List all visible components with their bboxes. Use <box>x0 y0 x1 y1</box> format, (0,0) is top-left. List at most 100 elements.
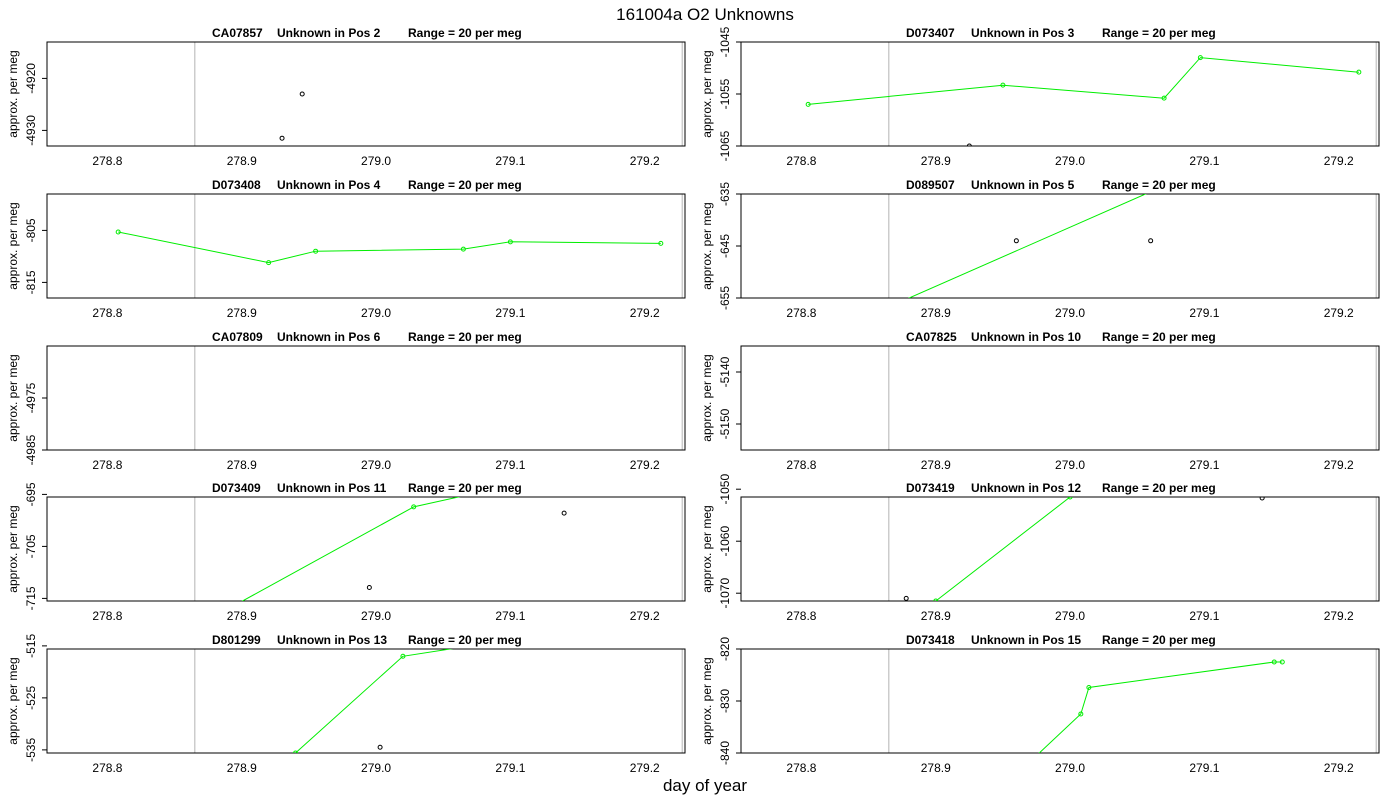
panel-sample-id: D089507 <box>906 178 955 192</box>
panel-unknown-label: Unknown in Pos 3 <box>971 26 1075 40</box>
x-tick-label: 279.2 <box>1324 306 1354 320</box>
x-tick-label: 278.9 <box>227 761 257 775</box>
y-axis-label: approx. per meg <box>700 657 714 744</box>
panel-unknown-label: Unknown in Pos 6 <box>277 330 381 344</box>
panel-unknown-label: Unknown in Pos 11 <box>277 481 387 495</box>
x-tick-label: 278.8 <box>92 609 122 623</box>
panel-range-text: Range = 20 per meg <box>408 330 522 344</box>
panel-range-text: Range = 20 per meg <box>408 26 522 40</box>
x-tick-label: 278.8 <box>786 458 816 472</box>
series-line <box>935 497 1071 601</box>
panel-range-text: Range = 20 per meg <box>408 178 522 192</box>
x-tick-label: 279.2 <box>630 154 660 168</box>
green-point <box>1000 82 1006 88</box>
y-axis-label: approx. per meg <box>6 50 20 137</box>
series-line <box>907 194 1147 298</box>
panel-6: CA07825 Unknown in Pos 10 Range = 20 per m… <box>700 330 1380 472</box>
y-axis-label: approx. per meg <box>6 657 20 744</box>
x-tick-label: 279.0 <box>361 458 391 472</box>
y-tick-label: -5150 <box>718 408 732 439</box>
green-point <box>889 304 893 308</box>
y-axis-label: approx. per meg <box>6 202 20 289</box>
green-point <box>1078 711 1084 717</box>
green-point <box>1356 69 1362 75</box>
panel-data <box>279 91 305 141</box>
x-tick-label: 279.2 <box>1324 609 1354 623</box>
panel-10: D073418 Unknown in Pos 15 Range = 20 per m… <box>700 633 1380 775</box>
panel-frame <box>740 648 1380 754</box>
x-tick-label: 279.1 <box>1189 154 1219 168</box>
panel-frame <box>740 496 1380 602</box>
y-tick-label: -525 <box>24 686 38 710</box>
panel-range-text: Range = 20 per meg <box>1102 330 1216 344</box>
panel-frame <box>740 345 1380 451</box>
x-tick-label: 278.9 <box>227 458 257 472</box>
panel-2: D073407 Unknown in Pos 3 Range = 20 per me… <box>700 26 1380 168</box>
x-tick-label: 279.0 <box>361 306 391 320</box>
x-tick-label: 279.1 <box>495 154 525 168</box>
black-point <box>366 584 372 590</box>
panel-sample-id: D073418 <box>906 633 955 647</box>
x-tick-label: 279.0 <box>1055 306 1085 320</box>
y-tick-label: -655 <box>718 286 732 310</box>
panel-data <box>903 497 1265 601</box>
panel-sample-id: CA07857 <box>212 26 263 40</box>
series-line <box>118 231 661 264</box>
panel-range-text: Range = 20 per meg <box>1102 633 1216 647</box>
x-tick-label: 278.8 <box>786 306 816 320</box>
green-point <box>933 598 939 601</box>
y-tick-label: -515 <box>24 634 38 658</box>
green-point <box>460 246 466 252</box>
x-tick-label: 278.9 <box>921 154 951 168</box>
panel-1: CA07857 Unknown in Pos 2 Range = 20 per me… <box>6 26 686 168</box>
green-point <box>411 504 417 510</box>
y-tick-label: -645 <box>718 234 732 258</box>
panel-unknown-label: Unknown in Pos 15 <box>971 633 1081 647</box>
x-tick-label: 278.8 <box>786 154 816 168</box>
green-point <box>313 248 319 254</box>
y-tick-label: -535 <box>24 738 38 762</box>
x-tick-label: 278.8 <box>786 609 816 623</box>
x-tick-label: 278.9 <box>921 761 951 775</box>
panel-5: CA07809 Unknown in Pos 6 Range = 20 per me… <box>6 330 686 472</box>
x-tick-label: 278.8 <box>92 458 122 472</box>
panel-range-text: Range = 20 per meg <box>408 633 522 647</box>
panel-unknown-label: Unknown in Pos 5 <box>971 178 1075 192</box>
y-tick-label: -1070 <box>718 578 732 609</box>
green-point <box>1067 497 1073 500</box>
x-tick-label: 279.0 <box>361 154 391 168</box>
green-point <box>400 653 406 659</box>
panel-sample-id: D801299 <box>212 633 261 647</box>
panel-frame <box>46 345 686 451</box>
black-point <box>1013 238 1019 244</box>
y-tick-label: -4985 <box>24 434 38 465</box>
panel-range-text: Range = 20 per meg <box>1102 178 1216 192</box>
x-tick-label: 279.1 <box>1189 306 1219 320</box>
y-tick-label: -820 <box>718 637 732 661</box>
panel-frame <box>46 648 686 754</box>
panel-data <box>889 194 1154 308</box>
series-line <box>1038 661 1283 753</box>
panel-sample-id: D073407 <box>906 26 955 40</box>
green-point <box>507 239 513 245</box>
panel-frame <box>46 496 686 602</box>
panel-4: D089507 Unknown in Pos 5 Range = 20 per me… <box>700 178 1380 320</box>
x-tick-label: 279.2 <box>1324 458 1354 472</box>
y-tick-label: -815 <box>24 270 38 294</box>
green-point <box>658 240 664 246</box>
x-tick-label: 279.1 <box>495 458 525 472</box>
x-tick-label: 279.2 <box>1324 154 1354 168</box>
panel-data <box>1038 659 1285 753</box>
x-tick-label: 278.8 <box>92 306 122 320</box>
black-point <box>966 143 972 146</box>
panel-data <box>115 229 664 266</box>
panel-unknown-label: Unknown in Pos 10 <box>971 330 1081 344</box>
series-line <box>295 649 454 753</box>
x-axis-label: day of year <box>663 776 747 795</box>
x-tick-label: 278.8 <box>92 761 122 775</box>
black-point <box>299 91 305 97</box>
y-axis-label: approx. per meg <box>700 202 714 289</box>
series-line <box>808 57 1359 105</box>
x-tick-label: 279.1 <box>495 761 525 775</box>
